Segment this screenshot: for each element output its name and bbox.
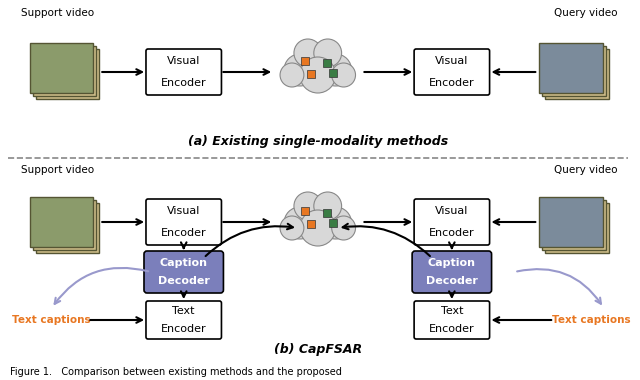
Circle shape [314, 39, 342, 67]
Text: (a) Existing single-modality methods: (a) Existing single-modality methods [188, 136, 448, 149]
Text: Caption: Caption [160, 258, 208, 268]
Text: Encoder: Encoder [161, 323, 207, 334]
Text: Encoder: Encoder [429, 228, 475, 238]
Text: Support video: Support video [21, 165, 94, 175]
Text: Encoder: Encoder [161, 228, 207, 238]
Circle shape [300, 210, 335, 246]
FancyBboxPatch shape [36, 49, 99, 99]
Circle shape [280, 216, 304, 240]
Bar [323, 209, 331, 217]
FancyBboxPatch shape [33, 46, 97, 96]
Bar [301, 207, 309, 215]
Circle shape [332, 63, 355, 87]
FancyBboxPatch shape [412, 251, 492, 293]
Text: Support video: Support video [21, 8, 94, 18]
FancyBboxPatch shape [414, 301, 490, 339]
Circle shape [284, 54, 316, 86]
Text: Text: Text [172, 307, 195, 317]
FancyBboxPatch shape [414, 199, 490, 245]
FancyBboxPatch shape [30, 197, 93, 247]
FancyBboxPatch shape [542, 200, 606, 250]
Circle shape [284, 207, 316, 239]
Text: Query video: Query video [554, 165, 618, 175]
Circle shape [300, 57, 335, 93]
Text: Text captions: Text captions [552, 315, 630, 325]
Text: Decoder: Decoder [158, 276, 210, 286]
Circle shape [314, 192, 342, 220]
FancyBboxPatch shape [542, 46, 606, 96]
FancyBboxPatch shape [144, 251, 223, 293]
FancyBboxPatch shape [414, 49, 490, 95]
FancyBboxPatch shape [146, 301, 221, 339]
Text: Visual: Visual [167, 57, 200, 66]
Circle shape [320, 54, 351, 86]
Circle shape [296, 196, 340, 240]
Text: Visual: Visual [435, 206, 468, 217]
Text: Encoder: Encoder [161, 78, 207, 87]
Text: Caption: Caption [428, 258, 476, 268]
Circle shape [294, 192, 322, 220]
Text: Encoder: Encoder [429, 78, 475, 87]
Circle shape [294, 39, 322, 67]
Text: Decoder: Decoder [426, 276, 478, 286]
Circle shape [296, 43, 340, 87]
Circle shape [332, 216, 355, 240]
FancyBboxPatch shape [30, 43, 93, 93]
Bar [329, 69, 337, 77]
Bar [329, 219, 337, 227]
Bar [301, 57, 309, 65]
Circle shape [280, 63, 304, 87]
Text: Encoder: Encoder [429, 323, 475, 334]
Text: Text: Text [440, 307, 463, 317]
Bar [323, 59, 331, 67]
FancyBboxPatch shape [540, 197, 603, 247]
Circle shape [320, 207, 351, 239]
FancyBboxPatch shape [146, 49, 221, 95]
Text: Figure 1.   Comparison between existing methods and the proposed: Figure 1. Comparison between existing me… [10, 367, 342, 377]
Text: Visual: Visual [167, 206, 200, 217]
Bar [307, 220, 315, 228]
FancyBboxPatch shape [540, 43, 603, 93]
FancyBboxPatch shape [545, 203, 609, 253]
Bar [307, 70, 315, 78]
FancyBboxPatch shape [146, 199, 221, 245]
Text: Text captions: Text captions [12, 315, 91, 325]
Text: Query video: Query video [554, 8, 618, 18]
Text: Visual: Visual [435, 57, 468, 66]
FancyBboxPatch shape [36, 203, 99, 253]
FancyBboxPatch shape [545, 49, 609, 99]
FancyBboxPatch shape [33, 200, 97, 250]
Text: (b) CapFSAR: (b) CapFSAR [274, 344, 362, 356]
